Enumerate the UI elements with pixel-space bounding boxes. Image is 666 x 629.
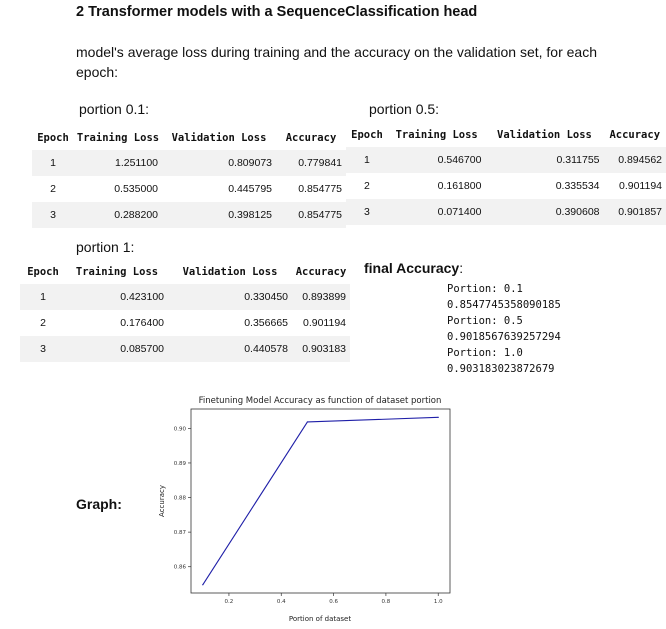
y-axis-label: Accuracy [158, 485, 166, 517]
training-loss-cell: 0.288200 [74, 202, 162, 228]
validation-loss-cell: 0.390608 [485, 199, 604, 225]
final-accuracy-line: Portion: 1.0 [447, 347, 523, 359]
accuracy-cell: 0.903183 [292, 336, 350, 362]
validation-loss-cell: 0.330450 [168, 284, 292, 310]
table-row: 3 0.288200 0.398125 0.854775 [32, 202, 346, 228]
accuracy-cell: 0.854775 [276, 202, 346, 228]
final-accuracy-line: Portion: 0.1 [447, 283, 523, 295]
table-row: 1 0.423100 0.330450 0.893899 [20, 284, 350, 310]
training-loss-cell: 0.423100 [66, 284, 168, 310]
header-epoch: Epoch [351, 128, 383, 141]
validation-loss-cell: 0.445795 [228, 183, 272, 195]
validation-loss-cell: 0.398125 [162, 202, 276, 228]
header-validation-loss: Validation Loss [182, 265, 278, 278]
epoch-cell: 2 [364, 180, 370, 192]
x-axis-label: Portion of dataset [289, 615, 351, 623]
training-loss-cell: 0.546700 [387, 147, 486, 173]
accuracy-cell: 0.894562 [603, 147, 666, 173]
portion-0.1-table: Epoch Training Loss Validation Loss Accu… [32, 125, 346, 228]
final-accuracy-label: final Accuracy [364, 260, 460, 276]
header-accuracy: Accuracy [295, 265, 347, 278]
portion-0.5-label: portion 0.5: [369, 101, 440, 117]
final-accuracy-title: final Accuracy: [364, 260, 463, 278]
y-tick-label: 0.88 [174, 496, 187, 502]
validation-loss-cell: 0.440578 [168, 336, 292, 362]
accuracy-chart: Finetuning Model Accuracy as function of… [158, 396, 451, 623]
epoch-cell: 1 [346, 147, 388, 173]
chart-title: Finetuning Model Accuracy as function of… [199, 396, 442, 406]
x-tick-label: 0.6 [329, 599, 338, 605]
epoch-cell: 2 [50, 183, 56, 195]
header-validation-loss: Validation Loss [171, 131, 267, 144]
table-row: 3 0.071400 0.390608 0.901857 [346, 199, 666, 225]
final-accuracy-line: 0.9018567639257294 [447, 331, 561, 343]
training-loss-cell: 0.535000 [114, 183, 158, 195]
data-point [306, 421, 309, 423]
data-point [437, 416, 439, 418]
epoch-cell: 2 [40, 317, 46, 329]
x-tick-label: 0.4 [277, 599, 286, 605]
epoch-cell: 1 [32, 150, 74, 176]
validation-loss-cell: 0.356665 [244, 317, 288, 329]
training-loss-cell: 0.085700 [66, 336, 168, 362]
table-row: 2 0.176400 0.356665 0.901194 [20, 310, 350, 336]
table-row: 1 0.546700 0.311755 0.894562 [346, 147, 666, 173]
intro-text: model's average loss during training and… [76, 44, 597, 80]
training-loss-cell: 0.161800 [437, 180, 482, 192]
header-epoch: Epoch [27, 265, 59, 278]
graph-label: Graph: [76, 496, 122, 512]
accuracy-cell: 0.779841 [276, 150, 346, 176]
y-tick-label: 0.90 [174, 426, 187, 432]
validation-loss-cell: 0.311755 [485, 147, 604, 173]
header-epoch: Epoch [37, 131, 69, 144]
header-training-loss: Training Loss [76, 131, 160, 144]
y-tick-label: 0.86 [174, 565, 187, 571]
data-point [202, 584, 204, 586]
validation-loss-cell: 0.809073 [162, 150, 276, 176]
accuracy-series-line [202, 416, 439, 586]
accuracy-cell: 0.901194 [302, 317, 346, 329]
training-loss-cell: 0.176400 [120, 317, 164, 329]
accuracy-cell: 0.901857 [603, 199, 666, 225]
table-row: 1 1.251100 0.809073 0.779841 [32, 150, 346, 176]
epoch-cell: 1 [20, 284, 66, 310]
plot-area [190, 408, 451, 594]
final-accuracy-line: 0.903183023872679 [447, 363, 555, 375]
y-tick-label: 0.87 [174, 530, 187, 536]
x-tick-label: 0.8 [382, 599, 391, 605]
accuracy-cell: 0.901194 [618, 180, 662, 192]
final-accuracy-line: 0.8547745358090185 [447, 299, 561, 311]
y-tick-label: 0.89 [174, 461, 187, 467]
header-accuracy: Accuracy [609, 128, 661, 141]
table-row: 2 0.535000 0.445795 0.854775 [32, 176, 346, 202]
x-tick-label: 1.0 [434, 599, 443, 605]
portion-1-label: portion 1: [76, 239, 135, 255]
header-training-loss: Training Loss [395, 128, 478, 141]
epoch-cell: 3 [346, 199, 388, 225]
epoch-cell: 3 [20, 336, 66, 362]
training-loss-cell: 1.251100 [74, 150, 162, 176]
accuracy-cell: 0.893899 [292, 284, 350, 310]
portion-1-table: Epoch Training Loss Validation Loss Accu… [20, 259, 350, 362]
portion-0.5-table: Epoch Training Loss Validation Loss Accu… [346, 122, 666, 225]
portion-0.1-label: portion 0.1: [79, 101, 150, 117]
table-row: 2 0.161800 0.335534 0.901194 [346, 173, 666, 199]
header-accuracy: Accuracy [285, 131, 337, 144]
validation-loss-cell: 0.335534 [555, 180, 600, 192]
final-accuracy-output: Portion: 0.1 0.8547745358090185 Portion: 0… [447, 281, 561, 377]
training-loss-cell: 0.071400 [387, 199, 486, 225]
accuracy-cell: 0.854775 [298, 183, 342, 195]
final-accuracy-colon: : [459, 260, 464, 276]
table-row: 3 0.085700 0.440578 0.903183 [20, 336, 350, 362]
x-tick-label: 0.2 [225, 599, 234, 605]
header-training-loss: Training Loss [75, 265, 159, 278]
header-validation-loss: Validation Loss [497, 128, 592, 141]
epoch-cell: 3 [32, 202, 74, 228]
section-heading: 2 Transformer models with a SequenceClas… [76, 4, 478, 20]
final-accuracy-line: Portion: 0.5 [447, 315, 523, 327]
